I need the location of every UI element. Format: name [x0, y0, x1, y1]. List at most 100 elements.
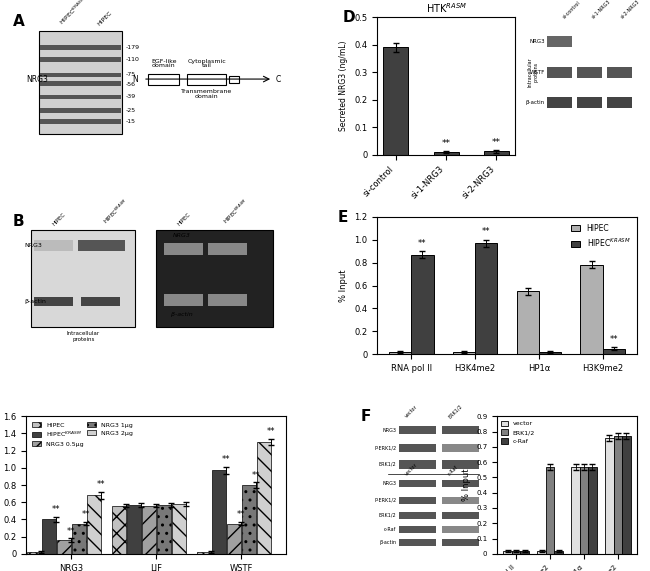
Bar: [503, 551, 512, 554]
Bar: [441, 426, 479, 434]
Bar: [398, 526, 436, 533]
Text: **: **: [97, 480, 105, 489]
Text: NRG3: NRG3: [26, 75, 48, 83]
Bar: [227, 524, 241, 554]
Bar: [607, 67, 632, 78]
Text: -39: -39: [126, 94, 136, 99]
Text: **: **: [418, 239, 426, 248]
Bar: [398, 480, 436, 487]
Bar: [512, 551, 521, 554]
Bar: [411, 255, 434, 355]
Text: **: **: [237, 510, 245, 520]
Text: **: **: [82, 510, 90, 520]
Text: HIPEC: HIPEC: [52, 211, 67, 226]
Bar: [547, 67, 573, 78]
Y-axis label: Secreted NRG3 (ng/mL): Secreted NRG3 (ng/mL): [339, 41, 348, 131]
Bar: [164, 243, 203, 255]
Bar: [517, 291, 539, 355]
Text: ERK1/2: ERK1/2: [447, 403, 463, 419]
Bar: [40, 108, 121, 113]
Text: Transmembrane: Transmembrane: [181, 89, 232, 94]
Bar: [434, 152, 459, 155]
Bar: [72, 524, 86, 554]
Text: P-ERK1/2: P-ERK1/2: [374, 498, 396, 502]
Bar: [112, 506, 126, 554]
Legend: HIPEC, HIPEC$^{KRASM}$, NRG3 0.5μg, NRG3 1μg, NRG3 2μg: HIPEC, HIPEC$^{KRASM}$, NRG3 0.5μg, NRG3…: [29, 419, 135, 449]
Text: N: N: [132, 75, 138, 83]
Bar: [521, 551, 529, 554]
Text: NRG3: NRG3: [25, 243, 43, 248]
Bar: [172, 504, 186, 554]
Bar: [187, 74, 226, 85]
Bar: [212, 471, 226, 554]
Bar: [242, 485, 256, 554]
Text: HIPEC$^{KRASM}$: HIPEC$^{KRASM}$: [57, 0, 89, 27]
Text: vector: vector: [404, 462, 419, 477]
Bar: [547, 37, 573, 47]
Bar: [441, 512, 479, 519]
Text: β-actin: β-actin: [380, 540, 396, 545]
Bar: [398, 426, 436, 434]
Text: HIPEC: HIPEC: [177, 211, 192, 226]
Text: c-Raf: c-Raf: [384, 526, 396, 532]
Bar: [571, 467, 580, 554]
Bar: [622, 436, 630, 554]
Bar: [39, 31, 122, 134]
Text: Cytoplasmic: Cytoplasmic: [187, 59, 226, 63]
Text: C: C: [276, 75, 281, 83]
Bar: [164, 293, 203, 306]
Text: c-Raf: c-Raf: [447, 465, 460, 477]
Bar: [475, 243, 497, 355]
Bar: [257, 442, 271, 554]
Bar: [398, 497, 436, 504]
Text: vector: vector: [404, 404, 419, 419]
Bar: [398, 512, 436, 519]
Text: -56: -56: [126, 82, 136, 87]
Bar: [452, 352, 475, 355]
Bar: [40, 119, 121, 124]
Bar: [208, 293, 247, 306]
Text: domain: domain: [152, 63, 176, 69]
Text: si-2-NRG3: si-2-NRG3: [619, 0, 640, 20]
Bar: [142, 506, 156, 554]
Bar: [40, 45, 121, 50]
Text: -15: -15: [126, 119, 136, 124]
Bar: [157, 505, 171, 554]
Text: P-ERK1/2: P-ERK1/2: [374, 445, 396, 451]
Y-axis label: % Input: % Input: [339, 270, 348, 301]
Bar: [384, 47, 408, 155]
Text: si-1-NRG3: si-1-NRG3: [591, 0, 612, 20]
Bar: [87, 496, 101, 554]
Text: EGF-like: EGF-like: [151, 59, 177, 63]
Bar: [389, 352, 411, 355]
Bar: [40, 95, 121, 99]
Bar: [197, 552, 211, 554]
Text: E: E: [338, 210, 348, 225]
Bar: [603, 348, 625, 355]
Bar: [42, 520, 56, 554]
Bar: [538, 551, 546, 554]
Text: ERK1/2: ERK1/2: [379, 513, 396, 518]
Text: **: **: [222, 456, 230, 464]
Text: **: **: [482, 227, 491, 236]
Bar: [229, 75, 239, 82]
Bar: [441, 540, 479, 546]
Bar: [554, 551, 563, 554]
Bar: [441, 497, 479, 504]
Bar: [580, 467, 588, 554]
Text: NRG3: NRG3: [173, 234, 191, 238]
Text: B: B: [13, 214, 25, 229]
Text: D: D: [343, 10, 355, 25]
Text: **: **: [610, 335, 618, 344]
Bar: [27, 552, 41, 554]
Text: β-actin: β-actin: [171, 312, 193, 317]
Text: A: A: [13, 14, 25, 29]
Legend: vector, ERK1/2, c-Raf: vector, ERK1/2, c-Raf: [500, 419, 536, 445]
Bar: [441, 526, 479, 533]
Text: -110: -110: [126, 57, 140, 62]
Bar: [127, 505, 141, 554]
Bar: [614, 436, 622, 554]
Bar: [208, 243, 247, 255]
Bar: [547, 97, 573, 108]
Bar: [398, 540, 436, 546]
